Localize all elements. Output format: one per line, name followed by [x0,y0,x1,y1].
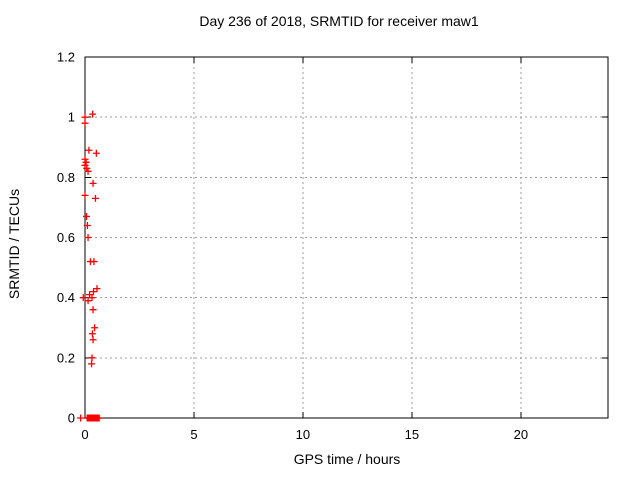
data-point [81,119,89,127]
data-point [83,212,91,220]
data-point [89,336,97,344]
data-point [89,110,97,118]
gridlines [85,57,608,418]
data-point [77,414,85,422]
data-point [89,306,97,314]
data-point [91,194,99,202]
chart-title: Day 236 of 2018, SRMTID for receiver maw… [199,13,479,29]
data-point [88,354,96,362]
x-tick-label: 5 [190,427,197,442]
data-point [82,158,90,166]
x-tick-label: 20 [514,427,528,442]
data-point [81,191,89,199]
data-point [95,414,103,422]
data-point [92,149,100,157]
y-tick-label: 1 [68,110,75,125]
data-point [90,258,98,266]
data-point [89,179,97,187]
data-point [83,221,91,229]
y-tick-label: 0 [68,411,75,426]
y-tick-label: 1.2 [57,50,75,65]
data-point [81,113,89,121]
data-point [88,330,96,338]
y-tick-label: 0.6 [57,230,75,245]
data-point [89,288,97,296]
data-point [85,146,93,154]
x-tick-label: 0 [81,427,88,442]
y-tick-label: 0.8 [57,170,75,185]
y-axis-label: SRMTID / TECUs [6,188,22,300]
x-tick-label: 10 [296,427,310,442]
data-point [84,234,92,241]
data-point [88,360,96,368]
data-point [79,294,87,302]
y-tick-label: 0.4 [57,290,75,305]
data-point [91,324,99,332]
data-point [93,285,101,293]
x-axis-label: GPS time / hours [293,451,401,467]
data-points [77,110,103,422]
data-point [81,155,89,163]
data-point [84,167,92,175]
y-tick-label: 0.2 [57,350,75,365]
data-point [81,161,89,169]
x-tick-label: 15 [405,427,419,442]
data-point [88,294,96,302]
data-point [84,297,92,305]
